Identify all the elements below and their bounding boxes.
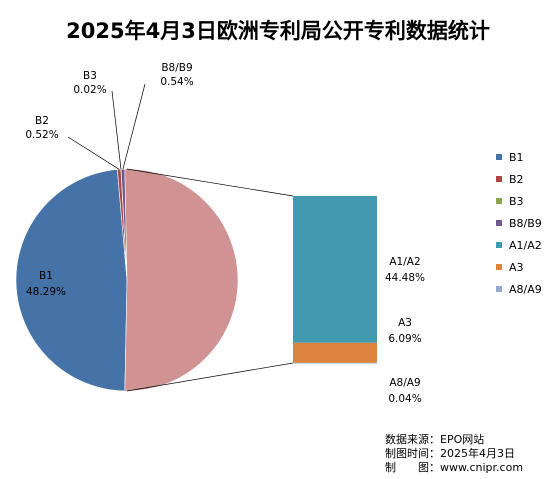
- source-line-1: 数据来源：EPO网站: [385, 432, 484, 446]
- label-a1-a2-value: 44.48%: [385, 272, 425, 284]
- legend-label-b8-b9: B8/B9: [509, 217, 542, 230]
- label-b2-name: B2: [35, 115, 49, 127]
- legend-label-a8-a9: A8/A9: [509, 283, 542, 296]
- legend-swatch-b2: [496, 176, 502, 182]
- label-a1-a2-name: A1/A2: [389, 256, 420, 268]
- leader-line-b8-b9: [123, 84, 145, 169]
- legend-label-a1-a2: A1/A2: [509, 239, 542, 252]
- label-b1-value: 48.29%: [26, 286, 66, 298]
- legend-label-b1: B1: [509, 151, 524, 164]
- legend-swatch-b8-b9: [496, 220, 502, 226]
- bar-segment-a1-a2: [293, 196, 377, 343]
- label-a8-a9-name: A8/A9: [389, 377, 420, 389]
- label-a8-a9-value: 0.04%: [388, 393, 421, 405]
- label-b3-name: B3: [83, 70, 97, 82]
- label-b8-b9-value: 0.54%: [160, 76, 193, 88]
- source-note: 数据来源：EPO网站 制图时间：2025年4月3日 制 图：www.cnipr.…: [385, 432, 523, 474]
- legend-swatch-a1-a2: [496, 242, 502, 248]
- leader-line-b3: [112, 91, 121, 169]
- leader-line-b2: [68, 137, 119, 169]
- legend-label-b2: B2: [509, 173, 524, 186]
- legend-label-a3: A3: [509, 261, 524, 274]
- legend-label-b3: B3: [509, 195, 524, 208]
- label-b3-value: 0.02%: [73, 84, 106, 96]
- chart-title: 2025年4月3日欧洲专利局公开专利数据统计: [66, 19, 490, 43]
- source-line-2: 制图时间：2025年4月3日: [385, 446, 515, 460]
- bar-segment-a3: [293, 343, 377, 363]
- source-line-3: 制 图：www.cnipr.com: [385, 461, 523, 474]
- label-b1-name: B1: [39, 270, 53, 282]
- legend: B1 B2 B3 B8/B9 A1/A2 A3 A8/A9: [496, 151, 542, 296]
- label-a3-name: A3: [398, 317, 412, 329]
- legend-swatch-b1: [496, 154, 502, 160]
- label-b2-value: 0.52%: [25, 129, 58, 141]
- label-a3-value: 6.09%: [388, 333, 421, 345]
- legend-swatch-a3: [496, 264, 502, 270]
- legend-swatch-a8-a9: [496, 286, 502, 292]
- label-b8-b9-name: B8/B9: [161, 62, 192, 74]
- bar-segment-a8-a9: [293, 363, 377, 364]
- pie-slice-b1: [16, 169, 127, 391]
- legend-swatch-b3: [496, 198, 502, 204]
- pie-slice-other: [125, 169, 238, 391]
